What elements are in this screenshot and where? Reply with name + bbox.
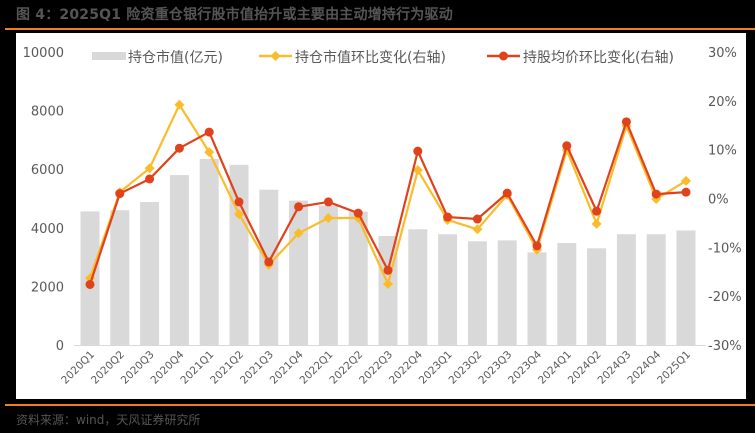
- market-value-qoq-diamond-marker: [293, 228, 304, 239]
- left-axis-tick: 8000: [31, 105, 64, 120]
- avg-price-qoq-circle-marker: [174, 143, 184, 153]
- legend-diamond-icon: [270, 51, 281, 61]
- market-value-qoq-diamond-marker: [144, 163, 155, 174]
- chart-panel: 0 2000 4000 6000 8000 10000 -30% -20% -10% 0% 10% 2…: [16, 33, 746, 399]
- market-value-qoq-diamond-marker: [174, 99, 185, 110]
- bar-market-value: [497, 240, 517, 345]
- market-value-qoq-diamond-marker: [383, 278, 393, 289]
- avg-price-qoq-circle-marker: [413, 146, 423, 156]
- bar-market-value: [467, 241, 487, 345]
- market-value-qoq-diamond-marker: [234, 209, 244, 220]
- left-axis-tick: 0: [56, 339, 64, 354]
- figure-title: 图 4：2025Q1 险资重仓银行股市值抬升或主要由主动增持行为驱动: [16, 7, 453, 23]
- legend-label-avg-price-qoq: 持股均价环比变化(右轴): [523, 50, 674, 66]
- right-axis-tick: 0%: [708, 193, 729, 208]
- avg-price-qoq-circle-marker: [562, 141, 572, 151]
- legend-label-market-value: 持仓市值(亿元): [128, 49, 223, 66]
- left-axis-tick: 2000: [31, 280, 64, 295]
- avg-price-qoq-circle-marker: [294, 202, 304, 212]
- bar-market-value: [229, 164, 249, 345]
- market-value-qoq-diamond-marker: [412, 165, 423, 176]
- right-axis-tick: -10%: [708, 241, 742, 256]
- avg-price-qoq-circle-marker: [145, 174, 155, 184]
- right-axis-tick: -30%: [708, 339, 742, 354]
- market-value-qoq-diamond-marker: [472, 224, 483, 235]
- right-axis-tick: -20%: [708, 290, 742, 305]
- market-value-qoq-diamond-marker: [591, 218, 602, 229]
- x-axis-label: 2025Q1: [655, 349, 693, 387]
- top-divider: [5, 28, 755, 30]
- avg-price-qoq-circle-marker: [353, 208, 363, 218]
- bar-market-value: [289, 200, 309, 345]
- bar-market-value: [169, 175, 189, 345]
- left-axis-tick: 6000: [31, 163, 64, 178]
- market-value-qoq-diamond-marker: [681, 175, 691, 186]
- bar-market-value: [676, 230, 696, 345]
- legend-label-market-value-qoq: 持仓市值环比变化(右轴): [295, 49, 446, 66]
- bar-market-value: [378, 236, 398, 345]
- avg-price-qoq-circle-marker: [532, 241, 542, 251]
- avg-price-qoq-circle-marker: [85, 279, 95, 289]
- right-axis-tick: 20%: [708, 95, 737, 110]
- legend-bar-swatch: [92, 52, 126, 60]
- avg-price-qoq-circle-marker: [621, 117, 631, 127]
- avg-price-qoq-circle-marker: [115, 189, 125, 199]
- bar-market-value: [140, 202, 160, 345]
- bar-market-value: [557, 243, 577, 345]
- bar-market-value: [646, 234, 666, 345]
- avg-price-qoq-circle-marker: [502, 188, 512, 198]
- avg-price-qoq-circle-marker: [234, 197, 244, 207]
- combo-chart: 0 2000 4000 6000 8000 10000 -30% -20% -10% 0% 10% 2…: [23, 46, 742, 387]
- bar-market-value: [527, 252, 547, 345]
- avg-price-qoq-circle-marker: [651, 189, 661, 199]
- right-axis-tick: 30%: [708, 46, 737, 61]
- source-note: 资料来源：wind，天风证券研究所: [16, 413, 201, 427]
- avg-price-qoq-circle-marker: [383, 265, 393, 275]
- bottom-divider: [5, 404, 755, 406]
- bar-market-value: [348, 211, 368, 345]
- avg-price-qoq-circle-marker: [472, 214, 482, 224]
- avg-price-qoq-circle-marker: [592, 206, 602, 216]
- left-axis-tick: 10000: [23, 46, 64, 61]
- bar-market-value: [110, 210, 130, 345]
- avg-price-qoq-circle-marker: [323, 197, 333, 207]
- bar-market-value: [438, 234, 458, 345]
- avg-price-qoq-circle-marker: [204, 127, 214, 137]
- bar-market-value: [318, 205, 338, 345]
- legend-circle-icon: [499, 51, 508, 61]
- bar-market-value: [408, 229, 428, 345]
- market-value-qoq-diamond-marker: [204, 147, 215, 158]
- bar-market-value: [616, 234, 636, 345]
- market-value-qoq-diamond-marker: [323, 213, 334, 224]
- bar-market-value: [199, 158, 219, 345]
- left-axis-tick: 4000: [31, 222, 64, 237]
- bar-market-value: [587, 248, 607, 345]
- avg-price-qoq-circle-marker: [681, 187, 691, 197]
- right-axis-tick: 10%: [708, 144, 737, 159]
- avg-price-qoq-circle-marker: [443, 212, 453, 222]
- avg-price-qoq-circle-marker: [264, 257, 274, 267]
